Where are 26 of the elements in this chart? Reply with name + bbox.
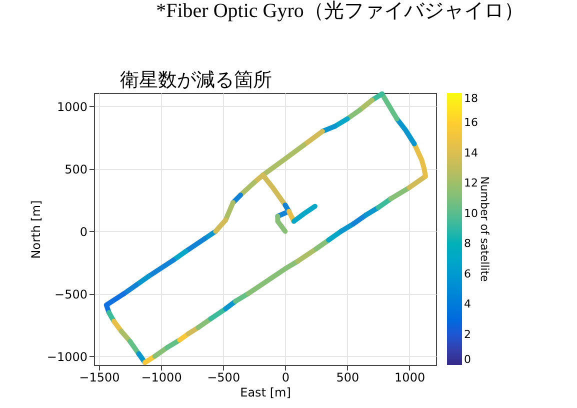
chart-title: *Fiber Optic Gyro（光ファイバジャイロ）	[156, 0, 524, 22]
x-tick-label: 500	[336, 370, 360, 384]
color-bar-title: Number of satellite	[478, 176, 491, 282]
x-tick-label: 1000	[394, 370, 426, 384]
color-bar-label: 14	[464, 146, 478, 160]
color-bar-label: 16	[464, 116, 478, 130]
color-bar-label: 6	[464, 267, 471, 280]
y-tick-label: −1000	[46, 350, 88, 364]
x-tick-label: −500	[207, 370, 240, 384]
color-bar-label: 12	[464, 176, 478, 190]
y-tick-label: 500	[64, 162, 88, 176]
x-tick-label: −1000	[141, 370, 182, 384]
y-tick-label: 1000	[56, 100, 88, 114]
color-bar-label: 8	[464, 237, 471, 250]
color-bar-label: 4	[464, 298, 471, 311]
y-tick-label: 0	[80, 224, 88, 239]
x-tick-label: −1500	[79, 370, 120, 384]
x-axis-title: East [m]	[240, 386, 291, 400]
x-tick-label: 0	[282, 370, 290, 384]
color-bar-label: 2	[464, 328, 471, 341]
y-axis-title: North [m]	[28, 200, 43, 259]
color-bar-label: 10	[464, 206, 478, 220]
text: 衛星数が減る箇所	[120, 69, 272, 91]
color-bar-label: 18	[464, 92, 478, 105]
color-bar-label: 0	[464, 353, 471, 366]
y-tick-label: −500	[54, 287, 88, 302]
